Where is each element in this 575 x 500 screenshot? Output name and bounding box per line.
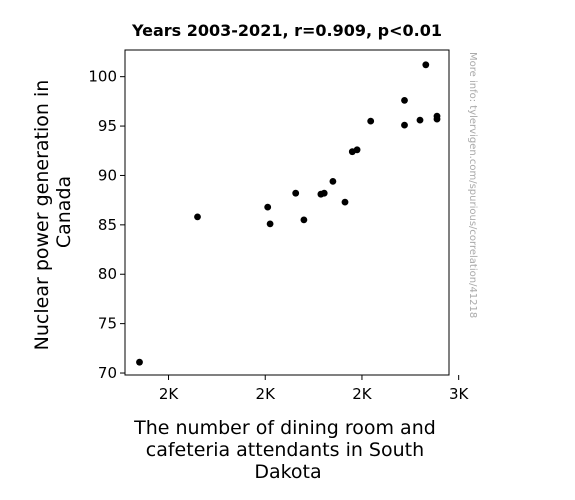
y-tick-label-5: 90 [98, 166, 117, 184]
x-axis-label: The number of dining room and cafeteria … [133, 417, 442, 483]
data-point-12 [353, 146, 361, 154]
data-point-1 [136, 358, 143, 366]
data-point-17 [422, 61, 430, 69]
y-tick-label-4: 85 [98, 216, 117, 234]
data-point-8 [320, 189, 328, 197]
y-tick-label-7: 100 [88, 68, 117, 86]
y-axis: 70 75 80 85 90 95 100 [88, 68, 125, 382]
data-point-13 [367, 117, 375, 125]
data-point-10 [341, 198, 349, 206]
y-tick-label-6: 95 [98, 117, 117, 135]
data-point-4 [266, 220, 274, 228]
data-point-6 [300, 216, 308, 224]
data-point-2 [194, 213, 201, 221]
chart-title: Years 2003-2021, r=0.909, p<0.01 [131, 21, 442, 40]
points-layer [136, 61, 441, 366]
y-axis-label-line-2: Canada [53, 176, 75, 248]
data-point-15 [401, 121, 408, 129]
x-tick-label-2: 2K [256, 385, 277, 403]
data-point-19 [433, 115, 441, 123]
data-point-9 [329, 178, 337, 185]
data-point-14 [401, 97, 408, 104]
x-tick-label-3: 2K [352, 385, 373, 403]
x-axis-label-line-3: Dakota [254, 461, 321, 483]
y-axis-label-line-1: Nuclear power generation in [31, 80, 53, 351]
data-point-5 [292, 189, 300, 197]
plot-frame [124, 49, 450, 376]
x-axis-label-line-2: cafeteria attendants in South [146, 439, 424, 461]
source-watermark: More info: tylervigen.com/spurious/corre… [467, 52, 478, 318]
x-axis: 2K 2K 2K 3K [159, 375, 470, 403]
y-tick-label-2: 75 [98, 315, 117, 333]
y-axis-label: Nuclear power generation in Canada [31, 74, 75, 351]
plot-area [124, 49, 450, 376]
x-axis-label-line-1: The number of dining room and [133, 417, 436, 439]
data-point-16 [416, 116, 424, 124]
x-tick-label-1: 2K [159, 385, 180, 403]
y-tick-label-3: 80 [98, 265, 117, 283]
data-point-3 [264, 203, 272, 211]
x-tick-label-4: 3K [449, 385, 470, 403]
y-tick-label-1: 70 [98, 364, 117, 382]
